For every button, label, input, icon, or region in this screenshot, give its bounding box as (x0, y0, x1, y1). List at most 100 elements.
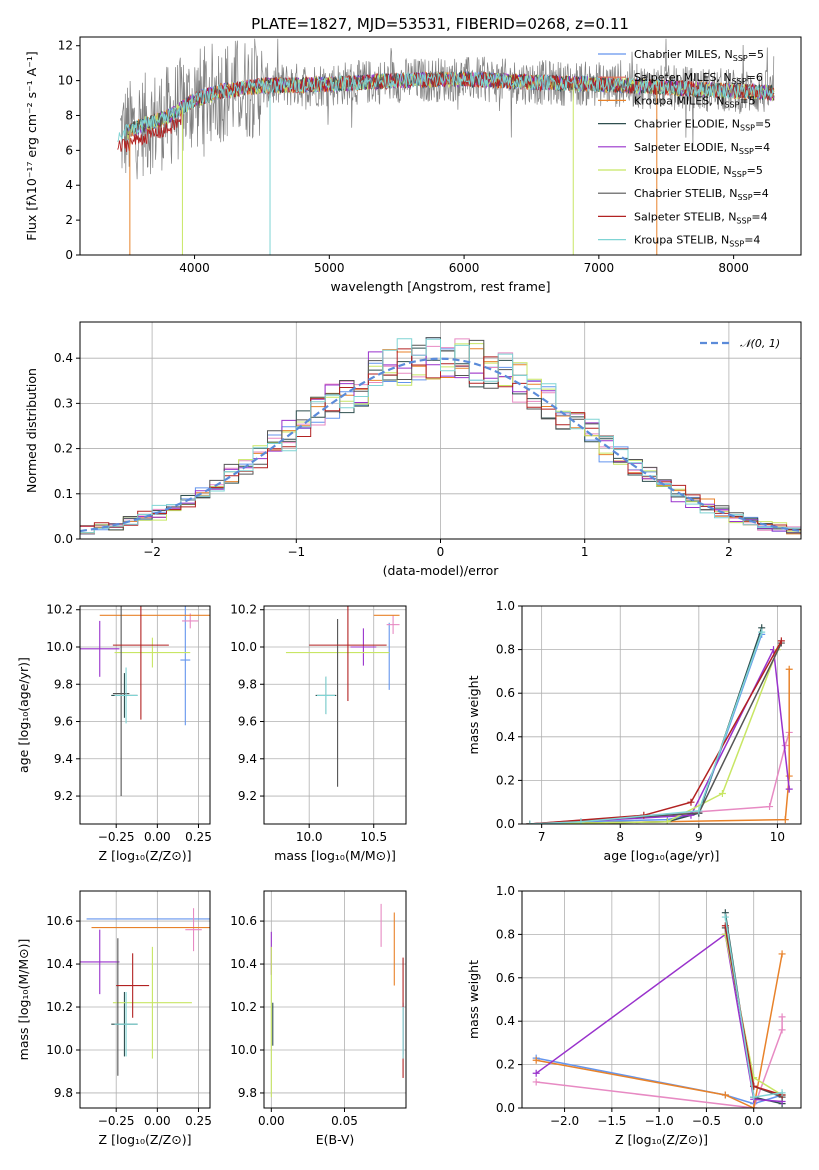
x-axis-label: mass [log₁₀(M/M⊙)] (274, 848, 396, 863)
y-tick-label: 10 (58, 74, 73, 88)
x-tick-label: 8 (616, 830, 624, 844)
legend-entry: Salpeter MILES, NSSP=6 (634, 71, 763, 86)
weight-marker (663, 818, 671, 824)
weight-line (529, 669, 790, 824)
y-tick-label: 0 (65, 248, 73, 262)
x-tick-label: 0.0 (744, 1114, 763, 1128)
x-tick-label: −0.5 (692, 1114, 721, 1128)
legend-entry: Chabrier MILES, NSSP=5 (634, 48, 764, 63)
y-tick-label: 10.6 (46, 914, 73, 928)
weight-marker (758, 628, 766, 636)
legend-count: =4 (753, 187, 769, 200)
y-tick-label: 0.8 (496, 643, 515, 657)
x-axis-label: Z [log₁₀(Z/Z⊙)] (615, 1132, 708, 1147)
legend-subscript: SSP (736, 216, 751, 225)
x-tick-label: 10.0 (296, 830, 323, 844)
x-axis-label: Z [log₁₀(Z/Z⊙)] (99, 1132, 192, 1147)
weight-marker (750, 1104, 758, 1108)
weight-marker (778, 950, 786, 958)
x-tick-label: 10 (770, 830, 785, 844)
y-axis-label: mass [log₁₀(M/M⊙)] (16, 939, 31, 1061)
x-axis-label: E(B-V) (316, 1132, 355, 1147)
x-axis-label: (data-model)/error (383, 563, 500, 578)
legend-label: Salpeter ELODIE, N (634, 141, 739, 154)
y-tick-label: 0.0 (496, 1101, 515, 1115)
spectrum-lines (117, 38, 775, 255)
x-tick-label: 1 (581, 545, 589, 559)
error-bars (285, 606, 400, 787)
y-tick-label: 10.4 (46, 957, 73, 971)
weight-series (532, 909, 786, 1108)
error-bars (80, 606, 210, 797)
x-tick-label: −2 (143, 545, 161, 559)
error-bar-point (182, 613, 199, 629)
x-tick-label: −2.0 (550, 1114, 579, 1128)
legend-count: =6 (747, 71, 763, 84)
y-tick-label: 10.2 (230, 1000, 257, 1014)
weight-line (535, 933, 783, 1103)
y-axis-label: Normed distribution (24, 368, 39, 493)
x-tick-label: 8000 (718, 261, 749, 275)
legend-entry: Chabrier STELIB, NSSP=4 (634, 187, 769, 202)
weight-marker (721, 922, 729, 930)
y-tick-label: 0.2 (54, 442, 73, 456)
weight-line (529, 631, 763, 824)
legend-subscript: SSP (732, 170, 747, 179)
weight-marker (532, 1078, 540, 1086)
weight-marker (721, 1091, 729, 1099)
error-bars (80, 908, 210, 1076)
weight-marker (777, 637, 785, 645)
x-tick-label: −1.0 (645, 1114, 674, 1128)
y-tick-label: 4 (65, 178, 73, 192)
y-tick-label: 10.0 (230, 640, 257, 654)
error-bar-point (114, 991, 138, 1057)
error-bar-point (114, 667, 138, 724)
y-tick-label: 9.8 (54, 1086, 73, 1100)
spectrum-panel: 4000 5000 6000 7000 8000 0 2 4 6 8 10 12 wavelength … (24, 36, 802, 294)
observed-spectrum-line (120, 38, 775, 180)
legend-count: =4 (751, 210, 767, 223)
x-tick-label: −1.5 (597, 1114, 626, 1128)
mass-vs-reddening-panel: 0.00 0.05 9.8 10.0 10.2 10.4 10.6 E(B-V) (230, 890, 407, 1147)
x-tick-label: 5000 (314, 261, 345, 275)
y-tick-label: 9.4 (54, 752, 73, 766)
legend-entry: Chabrier ELODIE, NSSP=5 (634, 118, 771, 133)
x-tick-label: 0.00 (144, 1114, 171, 1128)
weight-marker (785, 772, 793, 780)
legend-count: =5 (748, 48, 764, 61)
y-tick-label: 0.1 (54, 487, 73, 501)
y-axis-label: Flux [fλ10⁻¹⁷ erg cm⁻² s⁻¹ A⁻¹] (24, 51, 39, 240)
mass-vs-metallicity-panel: −0.25 0.00 0.25 9.8 10.0 10.2 10.4 10.6 Z [log₁₀… (16, 890, 212, 1147)
mass-weight-vs-age-panel: 7 8 9 10 0.0 0.2 0.4 0.6 0.8 1.0 age [log₁₀(age/yr… (466, 599, 802, 863)
axes-frame (79, 890, 211, 1109)
x-tick-label: 0.25 (185, 830, 212, 844)
x-tick-label: −1 (287, 545, 305, 559)
legend-entry: Kroupa STELIB, NSSP=4 (634, 234, 760, 249)
legend-subscript: SSP (733, 54, 748, 63)
legend-count: =4 (744, 234, 760, 247)
legend-label: Chabrier MILES, N (634, 48, 733, 61)
legend-entry: Kroupa ELODIE, NSSP=5 (634, 164, 763, 179)
y-tick-label: 10.2 (46, 603, 73, 617)
legend-label: Kroupa STELIB, N (634, 234, 729, 247)
x-tick-label: 0.00 (144, 830, 171, 844)
weight-marker (687, 798, 695, 806)
x-tick-label: 2 (725, 545, 733, 559)
legend-label: Chabrier STELIB, N (634, 187, 738, 200)
axes-frame (263, 605, 407, 825)
error-bar-point (116, 953, 150, 1018)
weight-marker (766, 803, 774, 811)
legend-entry: Salpeter ELODIE, NSSP=4 (634, 141, 770, 156)
weight-line (536, 953, 783, 1108)
legend-subscript: SSP (738, 193, 753, 202)
axes-frame (79, 605, 211, 825)
legend-entry: Kroupa MILES, NSSP=5 (634, 94, 756, 109)
age-vs-metallicity-panel: −0.25 0.00 0.25 9.2 9.4 9.6 9.8 10.0 10.2 Z [log₁… (16, 603, 212, 863)
y-tick-label: 0.4 (496, 730, 515, 744)
y-tick-label: 10.0 (46, 1043, 73, 1057)
weight-marker (781, 816, 789, 824)
legend-label: Salpeter MILES, N (634, 71, 732, 84)
y-tick-label: 10.4 (230, 957, 257, 971)
